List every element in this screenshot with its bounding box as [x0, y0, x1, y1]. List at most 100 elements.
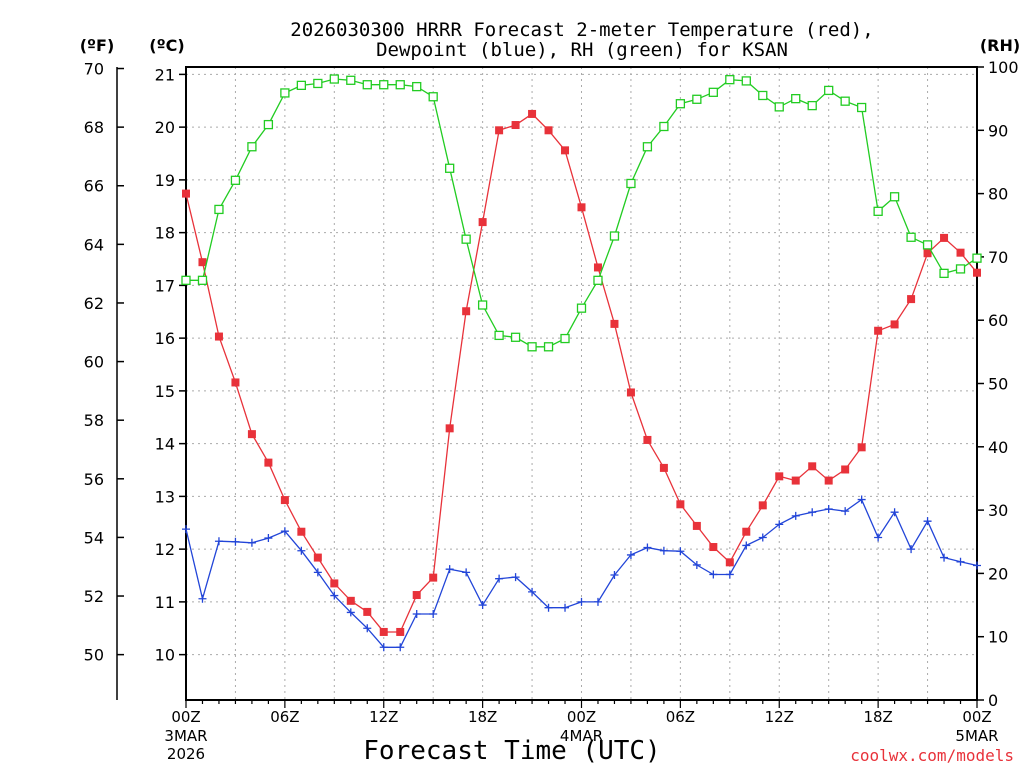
temperature-point	[857, 443, 866, 452]
temperature-point	[824, 476, 833, 485]
dewpoint-point	[676, 547, 685, 556]
rh-point	[230, 175, 241, 185]
temperature-point	[676, 500, 685, 509]
dewpoint-point	[857, 495, 866, 504]
temperature-point	[297, 527, 306, 536]
temperature-point	[412, 591, 421, 600]
rh-point	[313, 78, 323, 89]
temperature-point	[626, 388, 635, 397]
unit-fahrenheit-label: (ºF)	[80, 36, 115, 55]
celsius-tick-label: 14	[155, 435, 175, 454]
temperature-point	[182, 189, 190, 198]
celsius-tick-label: 16	[155, 329, 175, 348]
fahrenheit-tick-label: 52	[84, 587, 104, 606]
rh-tick-label: 40	[988, 438, 1008, 457]
rh-point	[659, 121, 669, 132]
temperature-point	[742, 527, 751, 536]
dewpoint-point	[561, 603, 570, 612]
axes: 50 52 54 56 58 60 62 64 66 68 70 10 11 12 13 14 15 16 17 18…	[84, 58, 1019, 763]
temperature-point	[264, 458, 273, 467]
rh-point	[181, 275, 191, 285]
chart-title-line2: Dewpoint (blue), RH (green) for KSAN	[376, 39, 788, 61]
dewpoint-point	[874, 533, 883, 542]
dewpoint-point	[182, 525, 190, 534]
chart-title-line1: 2026030300 HRRR Forecast 2-meter Tempera…	[290, 19, 873, 41]
temperature-point	[940, 233, 949, 242]
temperature-point	[544, 126, 553, 135]
dewpoint-point	[791, 511, 800, 520]
dewpoint-point	[610, 570, 619, 579]
temperature-point	[874, 326, 883, 335]
temperature-point	[528, 109, 537, 118]
fahrenheit-tick-label: 56	[84, 470, 104, 489]
temperature-point	[791, 476, 800, 485]
rh-tick-label: 20	[988, 564, 1008, 583]
temperature-point	[511, 121, 520, 130]
dewpoint-point	[593, 597, 602, 606]
dewpoint-point	[214, 537, 223, 546]
rh-point	[477, 300, 488, 310]
fahrenheit-tick-label: 64	[84, 235, 104, 254]
celsius-tick-label: 17	[155, 276, 175, 295]
rh-point	[906, 232, 916, 242]
rh-point	[461, 234, 471, 244]
rh-tick-label: 60	[988, 311, 1008, 330]
rh-point	[939, 268, 949, 279]
temperature-point	[247, 430, 256, 439]
x-tick-label: 12Z	[765, 708, 794, 726]
x-tick-label: 18Z	[468, 708, 497, 726]
rh-point	[395, 80, 405, 90]
temperature-point	[808, 462, 817, 471]
dewpoint-point	[742, 541, 751, 550]
rh-point	[873, 206, 883, 216]
x-tick-label: 18Z	[863, 708, 892, 726]
temperature-point	[907, 295, 916, 304]
celsius-tick-label: 13	[155, 487, 175, 506]
temperature-point	[478, 218, 487, 227]
unit-rh-label: (RH)	[980, 36, 1020, 55]
celsius-tick-label: 18	[155, 224, 175, 243]
dewpoint-point	[544, 603, 553, 612]
temperature-point	[775, 472, 784, 481]
rh-point	[889, 192, 900, 202]
dewpoint-point	[264, 534, 273, 543]
rh-point	[791, 94, 801, 104]
fahrenheit-tick-label: 70	[84, 60, 104, 79]
rh-point	[609, 231, 620, 241]
dewpoint-point	[247, 538, 256, 547]
rh-point	[445, 163, 455, 173]
rh-point	[692, 94, 702, 104]
temperature-point	[231, 378, 240, 387]
dewpoint-point	[478, 601, 487, 610]
dewpoint-point	[725, 570, 734, 579]
dewpoint-point	[396, 643, 405, 652]
x-tick-label: 06Z	[666, 708, 695, 726]
rh-tick-label: 90	[988, 121, 1008, 140]
rh-point	[922, 240, 933, 250]
temperature-point	[692, 521, 701, 530]
dewpoint-point	[445, 565, 454, 574]
temperature-point	[841, 465, 850, 474]
rh-point	[807, 100, 817, 111]
temperature-point	[495, 126, 504, 135]
celsius-tick-label: 10	[155, 646, 175, 665]
dewpoint-point	[940, 553, 949, 562]
x-tick-date-label: 5MAR	[955, 727, 998, 745]
temperature-point	[758, 501, 767, 510]
dewpoint-point	[231, 537, 240, 546]
rh-point	[758, 90, 768, 101]
credit-text: coolwx.com/models	[850, 746, 1014, 765]
rh-tick-label: 80	[988, 185, 1008, 204]
x-tick-label: 00Z	[171, 708, 200, 726]
dewpoint-point	[626, 550, 635, 559]
rh-point	[972, 253, 982, 263]
dewpoint-point	[528, 587, 537, 596]
rh-point	[955, 264, 966, 274]
dewpoint-point	[643, 543, 652, 552]
temperature-point	[659, 463, 668, 472]
dewpoint-point	[956, 557, 965, 566]
rh-point	[296, 80, 307, 91]
dewpoint-point	[709, 570, 718, 579]
x-tick-label: 00Z	[567, 708, 596, 726]
